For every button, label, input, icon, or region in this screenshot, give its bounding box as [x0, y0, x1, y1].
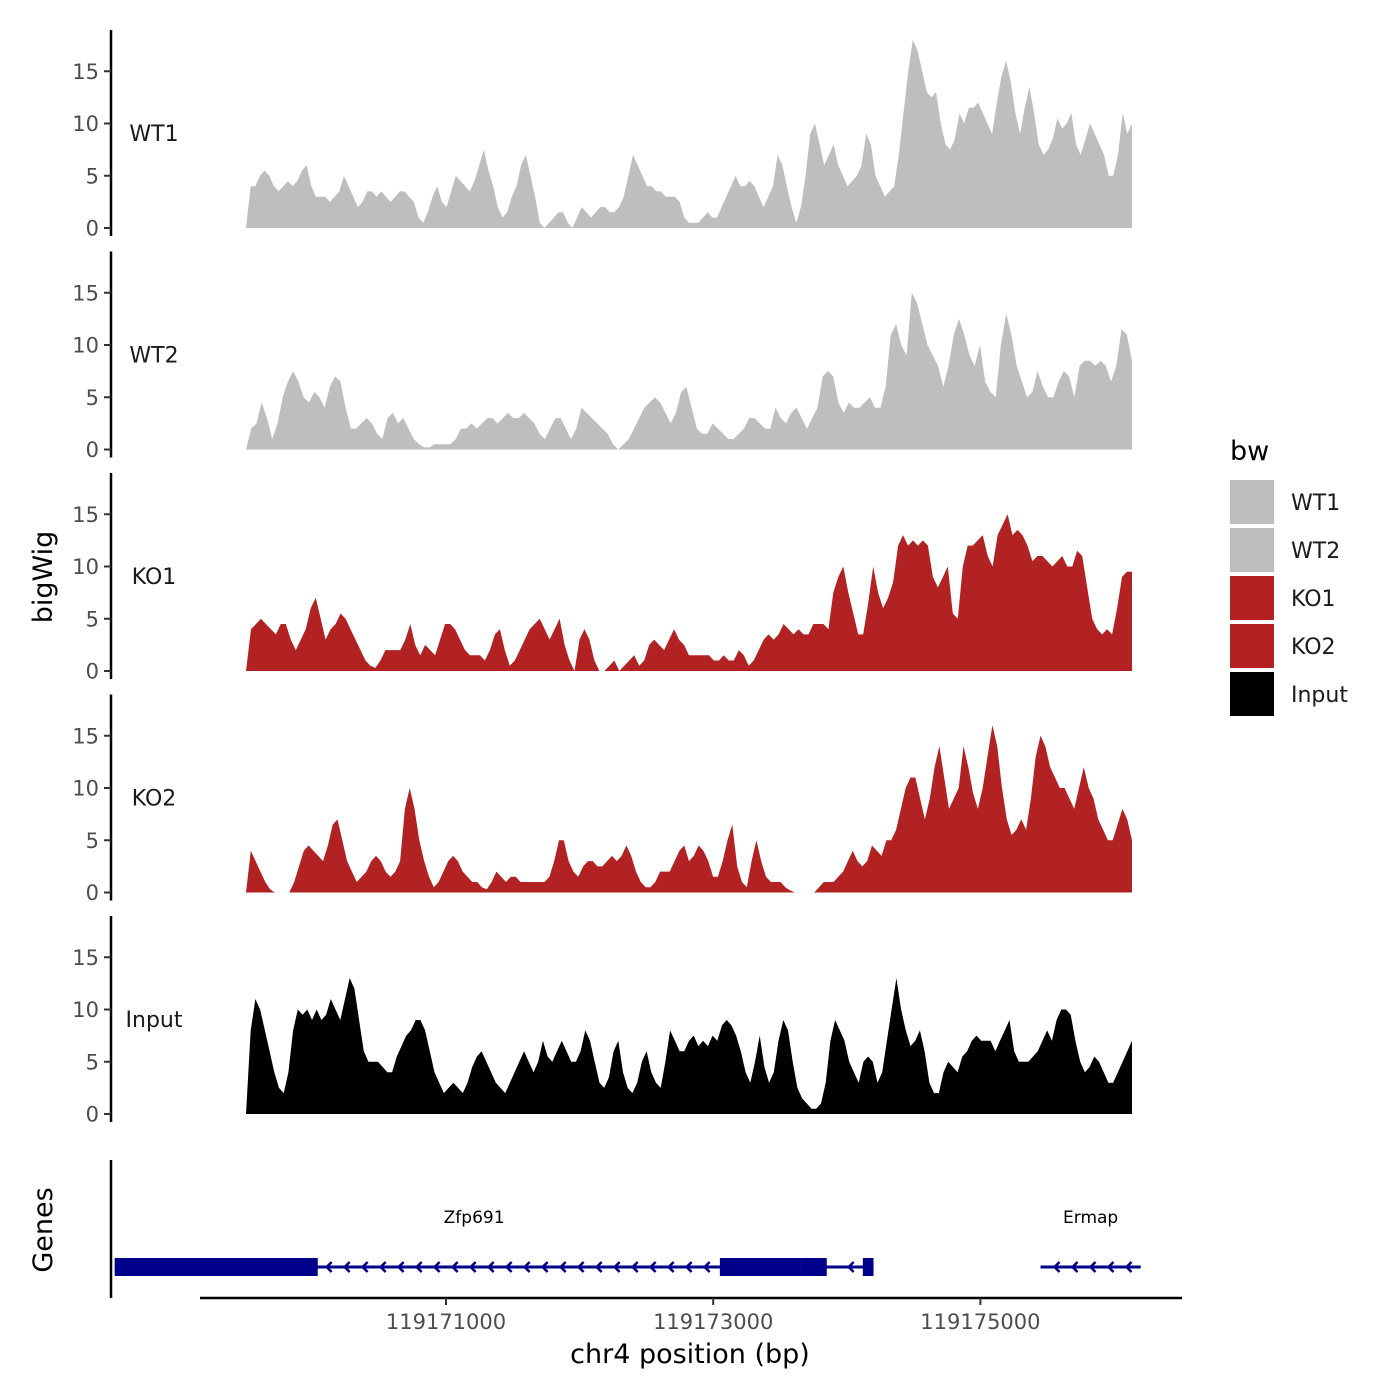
track-label: Input — [126, 1008, 183, 1033]
strand-arrow — [378, 1261, 387, 1273]
track-panel-wt2: 0 5 10 15 WT2 — [72, 251, 1132, 462]
y-tick-label: 0 — [86, 660, 99, 684]
legend-item-ko2: KO2 — [1230, 624, 1336, 668]
track-panel-wt1: 0 5 10 15 WT1 — [72, 30, 1132, 241]
x-tick-label: 119175000 — [920, 1310, 1040, 1334]
legend-label: WT1 — [1291, 491, 1340, 516]
strand-arrow — [360, 1261, 369, 1273]
y-tick-label: 0 — [86, 217, 99, 241]
track-label: KO2 — [132, 787, 177, 812]
track-panel-input: 0 5 10 15 Input — [72, 916, 1132, 1127]
legend-item-wt2: WT2 — [1230, 528, 1340, 572]
legend: bw WT1 WT2 KO1 KO2 Input — [1230, 436, 1348, 716]
y-tick-label: 10 — [72, 334, 99, 358]
strand-arrow — [414, 1261, 423, 1273]
gene-label: Ermap — [1063, 1208, 1118, 1228]
legend-label: KO2 — [1291, 635, 1336, 660]
bigwig-tracks: 0 5 10 15 WT1 0 5 10 15 WT2 0 5 10 15 KO1 0 5 10 15 KO2 0 5 10… — [72, 30, 1132, 1127]
y-tick-label: 15 — [72, 503, 99, 527]
strand-arrow — [594, 1261, 603, 1273]
strand-arrow — [450, 1261, 459, 1273]
y-axis-title: bigWig — [28, 531, 59, 624]
y-tick-label: 10 — [72, 555, 99, 579]
y-tick-label: 15 — [72, 724, 99, 748]
strand-arrow — [1070, 1261, 1079, 1273]
y-tick-label: 5 — [86, 386, 99, 410]
y-tick-label: 10 — [72, 112, 99, 136]
gene-exon — [719, 1258, 801, 1276]
strand-arrow — [648, 1261, 657, 1273]
legend-item-input: Input — [1230, 672, 1348, 716]
x-axis: 119171000 119173000 119175000 — [200, 1296, 1182, 1334]
y-tick-label: 0 — [86, 1103, 99, 1127]
legend-swatch — [1230, 480, 1274, 524]
legend-label: Input — [1291, 683, 1348, 708]
y-tick-label: 5 — [86, 829, 99, 853]
legend-swatch — [1230, 672, 1274, 716]
legend-item-wt1: WT1 — [1230, 480, 1340, 524]
area-ko2 — [246, 725, 1132, 893]
strand-arrow — [558, 1261, 567, 1273]
track-panel-ko2: 0 5 10 15 KO2 — [72, 694, 1132, 905]
track-label: WT1 — [129, 122, 178, 147]
strand-arrow — [1124, 1261, 1133, 1273]
strand-arrow — [540, 1261, 549, 1273]
strand-arrow — [684, 1261, 693, 1273]
area-wt2 — [246, 292, 1132, 450]
strand-arrow — [702, 1261, 711, 1273]
track-label: WT2 — [129, 344, 178, 369]
legend-swatch — [1230, 528, 1274, 572]
y-tick-label: 5 — [86, 607, 99, 631]
strand-arrow — [1052, 1261, 1061, 1273]
strand-arrow — [342, 1261, 351, 1273]
legend-swatch — [1230, 624, 1274, 668]
strand-arrow — [324, 1261, 333, 1273]
track-label: KO1 — [132, 565, 177, 590]
y-tick-label: 15 — [72, 60, 99, 84]
strand-arrow — [666, 1261, 675, 1273]
area-ko1 — [246, 514, 1132, 671]
genes-panel: Genes Zfp691 Ermap — [28, 1160, 1141, 1298]
legend-swatch — [1230, 576, 1274, 620]
y-tick-label: 15 — [72, 281, 99, 305]
y-tick-label: 0 — [86, 438, 99, 462]
strand-arrow — [504, 1261, 513, 1273]
strand-arrow — [846, 1261, 855, 1273]
gene-exon — [114, 1258, 318, 1276]
y-tick-label: 10 — [72, 998, 99, 1022]
track-panel-ko1: 0 5 10 15 KO1 — [72, 473, 1132, 684]
strand-arrow — [468, 1261, 477, 1273]
strand-arrow — [432, 1261, 441, 1273]
legend-item-ko1: KO1 — [1230, 576, 1336, 620]
y-tick-label: 10 — [72, 777, 99, 801]
gene-exon — [800, 1258, 827, 1276]
y-tick-label: 5 — [86, 1050, 99, 1074]
x-tick-label: 119171000 — [386, 1310, 506, 1334]
legend-label: KO1 — [1291, 587, 1336, 612]
strand-arrow — [486, 1261, 495, 1273]
x-tick-label: 119173000 — [653, 1310, 773, 1334]
legend-label: WT2 — [1291, 539, 1340, 564]
area-wt1 — [246, 39, 1132, 229]
strand-arrow — [576, 1261, 585, 1273]
legend-title: bw — [1230, 436, 1269, 467]
area-input — [246, 978, 1132, 1114]
strand-arrow — [1106, 1261, 1115, 1273]
gene-label: Zfp691 — [444, 1208, 505, 1228]
gene-zfp691: Zfp691 — [114, 1208, 874, 1276]
strand-arrow — [396, 1261, 405, 1273]
genes-panel-title: Genes — [28, 1187, 59, 1272]
strand-arrow — [612, 1261, 621, 1273]
gene-exon — [862, 1258, 874, 1276]
strand-arrow — [1088, 1261, 1097, 1273]
y-tick-label: 15 — [72, 946, 99, 970]
strand-arrow — [630, 1261, 639, 1273]
x-axis-title: chr4 position (bp) — [570, 1339, 810, 1370]
gene-ermap: Ermap — [1040, 1208, 1141, 1273]
y-tick-label: 0 — [86, 881, 99, 905]
strand-arrow — [522, 1261, 531, 1273]
y-tick-label: 5 — [86, 164, 99, 188]
